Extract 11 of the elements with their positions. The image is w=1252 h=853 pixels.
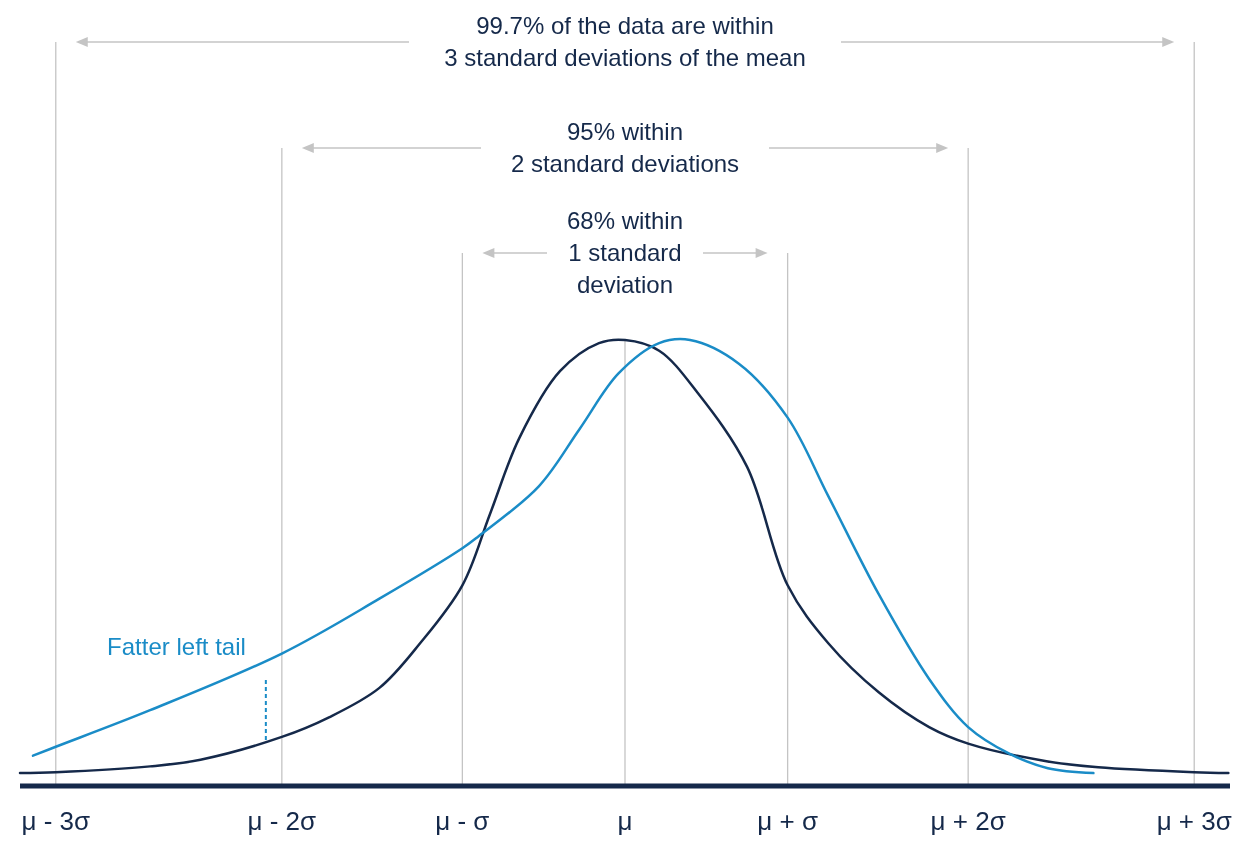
x-tick-label: μ + σ xyxy=(757,806,818,836)
x-tick-label: μ xyxy=(617,806,633,836)
x-tick-label: μ - 3σ xyxy=(21,806,91,836)
text: 68% within 1 standard deviation xyxy=(566,207,684,298)
x-tick-label: μ - σ xyxy=(435,806,490,836)
text: 95% within 2 standard deviations xyxy=(510,118,740,177)
x-tick-label: μ + 3σ xyxy=(1156,806,1232,836)
text: 99.7% of the data are within 3 standard deviations of the mean xyxy=(444,12,806,71)
x-tick-label: μ + 2σ xyxy=(930,806,1006,836)
annotation: Fatter left tail xyxy=(107,633,246,660)
x-tick-label: μ - 2σ xyxy=(247,806,317,836)
